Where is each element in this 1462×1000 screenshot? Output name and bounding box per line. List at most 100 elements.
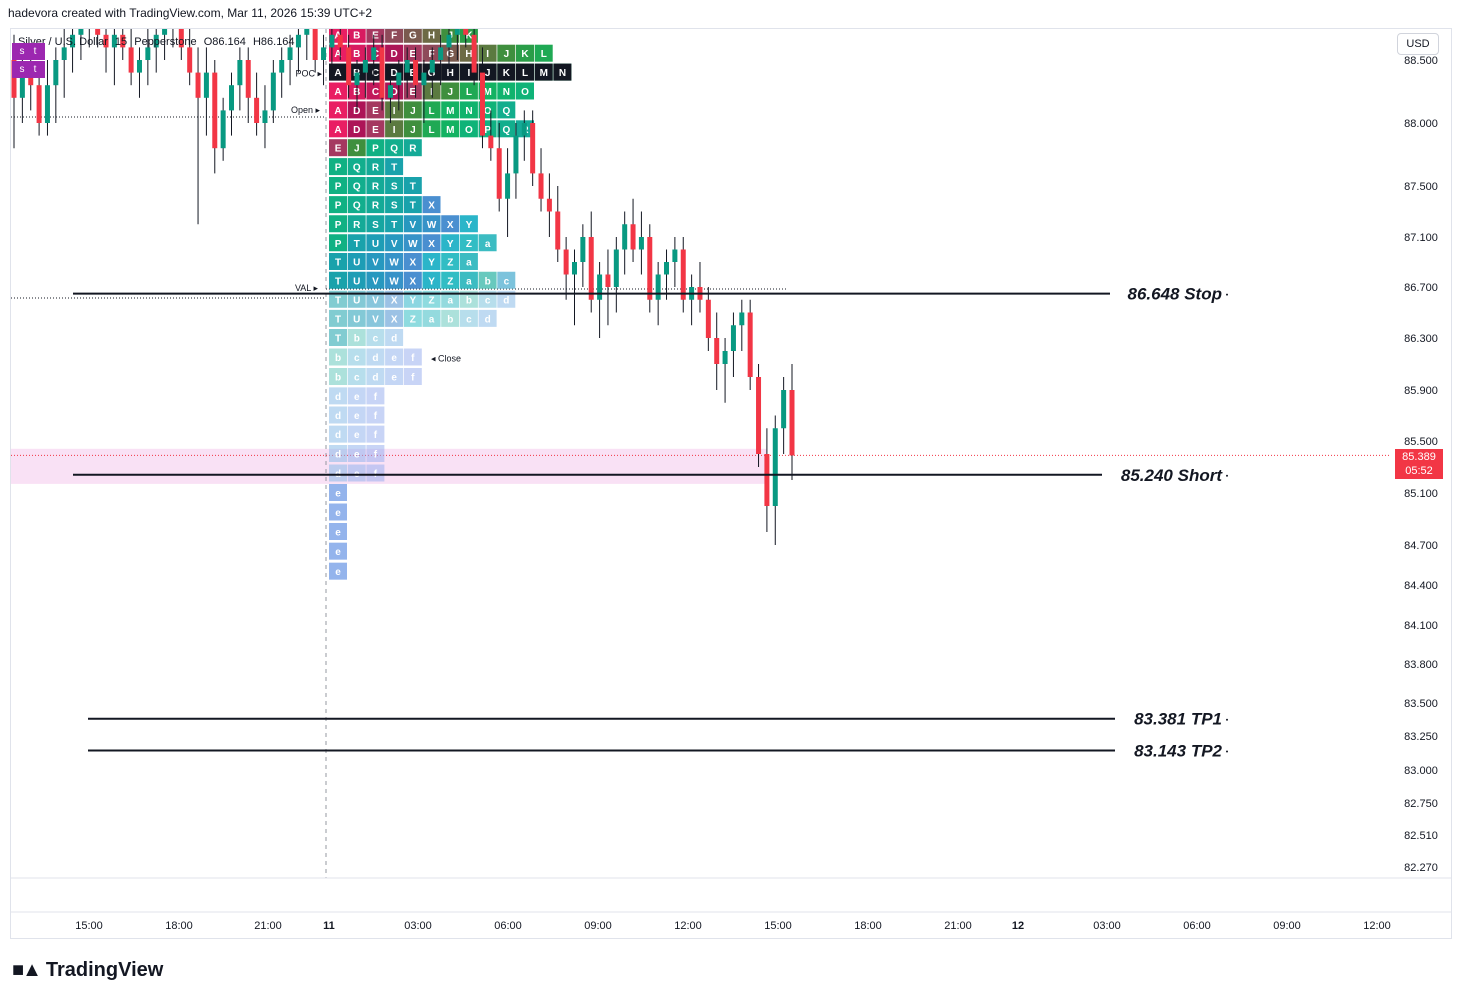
tpo-cell: [329, 523, 347, 540]
tpo-letter: B: [353, 30, 360, 41]
level-label: 83.381 TP1: [1134, 710, 1222, 729]
last-price-value: 85.389: [1402, 451, 1436, 463]
tpo-letter: V: [372, 276, 379, 287]
tpo-letter: X: [428, 201, 435, 212]
candle-body: [730, 325, 736, 351]
tpo-cell: [329, 139, 347, 157]
y-tick-label: 83.250: [1404, 731, 1438, 743]
tradingview-logo[interactable]: ■▲ TradingView: [12, 959, 163, 982]
tpo-cell: [497, 271, 516, 289]
tpo-cell: [422, 271, 441, 289]
entry-zone: [11, 448, 767, 484]
candle-body: [580, 237, 586, 262]
tpo-cell: [329, 290, 347, 308]
axes: 88.500 88.000 87.500 87.100 86.700 86.300 85.9…: [11, 55, 1451, 932]
candle-body: [613, 249, 619, 287]
tpo-cell: [403, 348, 422, 366]
candle-body: [220, 110, 226, 149]
poc-cell: [553, 63, 572, 81]
tpo-cell: [478, 234, 497, 252]
tpo-cell: [329, 82, 347, 100]
tpo-letter: X: [391, 314, 398, 325]
tpo-cell: [366, 348, 385, 366]
candle-body: [329, 34, 335, 48]
tpo-letter: e: [335, 528, 341, 539]
candle-body: [772, 428, 778, 506]
tpo-cell: [403, 271, 422, 289]
candle-body: [756, 377, 762, 454]
tpo-cell: [441, 309, 460, 327]
indicator-tag[interactable]: t: [25, 61, 45, 78]
symbol-interval[interactable]: 15: [114, 36, 128, 48]
y-tick-label: 82.750: [1404, 798, 1438, 810]
level-label: 86.648 Stop: [1128, 285, 1223, 304]
tpo-cell: [403, 215, 422, 233]
tpo-letter: P: [335, 201, 342, 212]
tpo-cell: [441, 120, 460, 138]
candle-body: [237, 60, 243, 86]
tpo-letter: d: [391, 334, 397, 345]
tpo-cell: [385, 234, 404, 252]
tpo-cell: [366, 329, 385, 346]
tpo-cell: [497, 101, 516, 119]
tpo-letter: L: [466, 87, 472, 98]
candle-body: [254, 97, 260, 123]
tpo-cell: [441, 253, 460, 270]
candle-body: [622, 224, 628, 250]
tpo-letter: N: [465, 106, 472, 117]
tpo-cell: [403, 309, 422, 327]
candle-body: [747, 312, 753, 377]
candle-body: [162, 29, 168, 35]
poc-cell: [534, 63, 553, 81]
tpo-letter: b: [335, 373, 341, 384]
candle-body: [321, 47, 327, 60]
tpo-letter: L: [428, 125, 434, 136]
tpo-cell: [385, 368, 404, 385]
tpo-cell: [422, 215, 441, 233]
tpo-letter: F: [391, 30, 397, 41]
y-tick-label: 83.800: [1404, 659, 1438, 671]
candle-body: [379, 47, 385, 98]
tpo-letter: c: [466, 314, 472, 325]
candle-body: [354, 72, 360, 86]
tpo-letter: Z: [447, 276, 453, 287]
tpo-cell: [366, 406, 385, 424]
candle-body: [153, 34, 159, 48]
poc-cell: [329, 63, 347, 81]
symbol-legend[interactable]: Silver / U.S. Dollar 15 Pepperstone O86.…: [18, 36, 299, 48]
attribution-text: hadevora created with TradingView.com, M…: [8, 6, 373, 20]
x-tick-label: 06:00: [1183, 920, 1211, 932]
indicator-tag[interactable]: t: [25, 43, 45, 60]
tpo-letter: Q: [390, 144, 398, 155]
candle-body: [421, 72, 427, 86]
tpo-letter: d: [372, 373, 378, 384]
tpo-letter: F: [428, 49, 434, 60]
tpo-letter: X: [410, 276, 417, 287]
poc-letter: H: [447, 68, 454, 79]
tpo-letter: Y: [447, 239, 454, 250]
tpo-cell: [329, 503, 347, 521]
tpo-cell: [403, 234, 422, 252]
candle-body: [597, 274, 603, 300]
tpo-cell: [329, 196, 347, 214]
candle-body: [546, 198, 552, 212]
candle-body: [371, 47, 377, 60]
candle-body: [463, 29, 469, 35]
tpo-cell: [385, 158, 404, 176]
tpo-cell: [366, 425, 385, 443]
tpo-cell: [441, 234, 460, 252]
tpo-cell: [329, 484, 347, 501]
tpo-profile: ABEFGHJKABCDEFGHIJKLABCDEGHIJKLMNABCDEIJ…: [291, 29, 572, 580]
tpo-letter: e: [354, 411, 360, 422]
level-handle: [1226, 718, 1228, 721]
poc-cell: [497, 63, 516, 81]
close-marker: ◂ Close: [431, 354, 461, 364]
candle-body: [387, 85, 393, 98]
tpo-cell: [329, 406, 347, 424]
tpo-cell: [403, 139, 422, 157]
tpo-letter: W: [389, 276, 399, 287]
candle-body: [438, 47, 444, 60]
currency-button[interactable]: USD: [1397, 33, 1439, 55]
tpo-cell: [403, 44, 422, 62]
